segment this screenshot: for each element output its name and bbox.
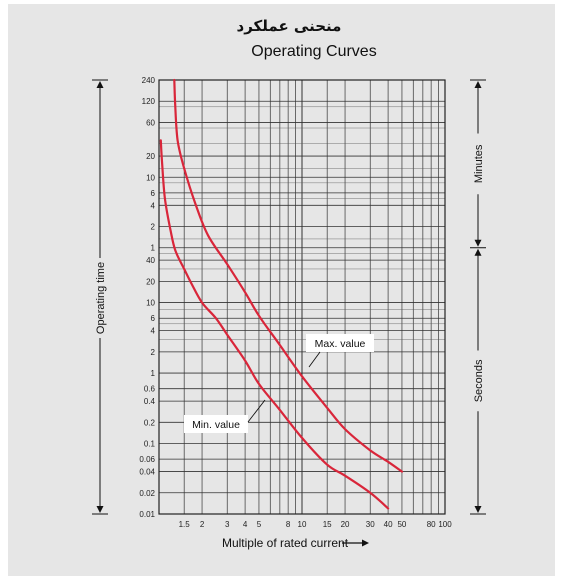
- y-tick-label: 240: [142, 76, 156, 85]
- y-tick-label: 1: [151, 244, 156, 253]
- x-tick-label: 100: [438, 520, 452, 529]
- y-tick-label: 120: [142, 97, 156, 106]
- y-tick-label: 10: [146, 299, 155, 308]
- left-bracket-down-arrow: [96, 506, 104, 513]
- y-tick-label: 0.02: [139, 489, 155, 498]
- x-tick-label: 30: [366, 520, 375, 529]
- min-value-curve: [159, 139, 390, 510]
- tick-labels: 1.5 2 3 4 5 8 10 15 20 30 40 50 80 100240120602010642…: [139, 76, 452, 529]
- grid: [159, 79, 445, 515]
- y-tick-label: 4: [151, 327, 156, 336]
- x-tick-label: 1.5: [179, 520, 191, 529]
- y-tick-label: 4: [151, 201, 156, 210]
- max-value-label-box: [306, 334, 374, 352]
- y-tick-label: 10: [146, 173, 155, 182]
- y-tick-label: 2: [151, 348, 156, 357]
- y-tick-label: 0.4: [144, 397, 156, 406]
- minutes-bracket-up-arrow: [474, 81, 482, 88]
- x-tick-label: 2: [200, 520, 205, 529]
- y-tick-label: 60: [146, 118, 155, 127]
- y-tick-label: 1: [151, 369, 156, 378]
- series-layer: [159, 78, 404, 510]
- y-tick-label: 0.06: [139, 455, 155, 464]
- plot-frame: [158, 79, 446, 515]
- operating-curves-chart: منحنی عملکرد Operating Curves 1.5 2 3 4 5 8 10…: [92, 17, 486, 550]
- y-tick-label: 0.01: [139, 510, 155, 519]
- x-tick-label: 50: [397, 520, 406, 529]
- x-axis-arrow: [342, 539, 369, 547]
- x-tick-label: 5: [257, 520, 262, 529]
- chart-panel: منحنی عملکرد Operating Curves 1.5 2 3 4 5 8 10…: [8, 4, 555, 576]
- y-tick-label: 20: [146, 152, 155, 161]
- x-tick-label: 20: [341, 520, 350, 529]
- annotations: Max. value Min. value: [184, 334, 374, 433]
- y-tick-label: 6: [151, 314, 156, 323]
- max-value-leader: [308, 351, 321, 368]
- x-tick-label: 15: [323, 520, 332, 529]
- x-tick-label: 80: [427, 520, 436, 529]
- y-tick-label: 40: [146, 256, 155, 265]
- max-value-curve: [173, 78, 404, 473]
- chart-subtitle: Operating Curves: [251, 43, 376, 60]
- seconds-bracket-down-arrow: [474, 506, 482, 513]
- y-tick-label: 6: [151, 189, 156, 198]
- min-value-label-box: [184, 415, 248, 433]
- range-brackets: Operating time Minutes Seconds: [92, 79, 486, 515]
- x-tick-label: 4: [243, 520, 248, 529]
- y-tick-label: 0.04: [139, 468, 155, 477]
- left-bracket-up-arrow: [96, 81, 104, 88]
- y-tick-label: 20: [146, 277, 155, 286]
- x-tick-label: 40: [384, 520, 393, 529]
- y-tick-label: 0.6: [144, 385, 156, 394]
- minutes-bracket-down-arrow: [474, 239, 482, 247]
- y-tick-label: 2: [151, 223, 156, 232]
- seconds-bracket-label: Seconds: [473, 359, 485, 402]
- max-value-label: Max. value: [315, 338, 366, 350]
- y-axis-label: Operating time: [95, 262, 107, 334]
- chart-title: منحنی عملکرد: [237, 17, 342, 35]
- x-tick-label: 10: [298, 520, 307, 529]
- minutes-bracket-label: Minutes: [473, 144, 485, 183]
- min-value-label: Min. value: [192, 419, 240, 431]
- min-value-leader: [247, 399, 266, 423]
- seconds-bracket-up-arrow: [474, 248, 482, 256]
- x-axis-label: Multiple of rated current: [222, 536, 349, 550]
- y-tick-label: 0.2: [144, 418, 156, 427]
- x-tick-label: 3: [225, 520, 230, 529]
- x-tick-label: 8: [286, 520, 291, 529]
- y-tick-label: 0.1: [144, 440, 156, 449]
